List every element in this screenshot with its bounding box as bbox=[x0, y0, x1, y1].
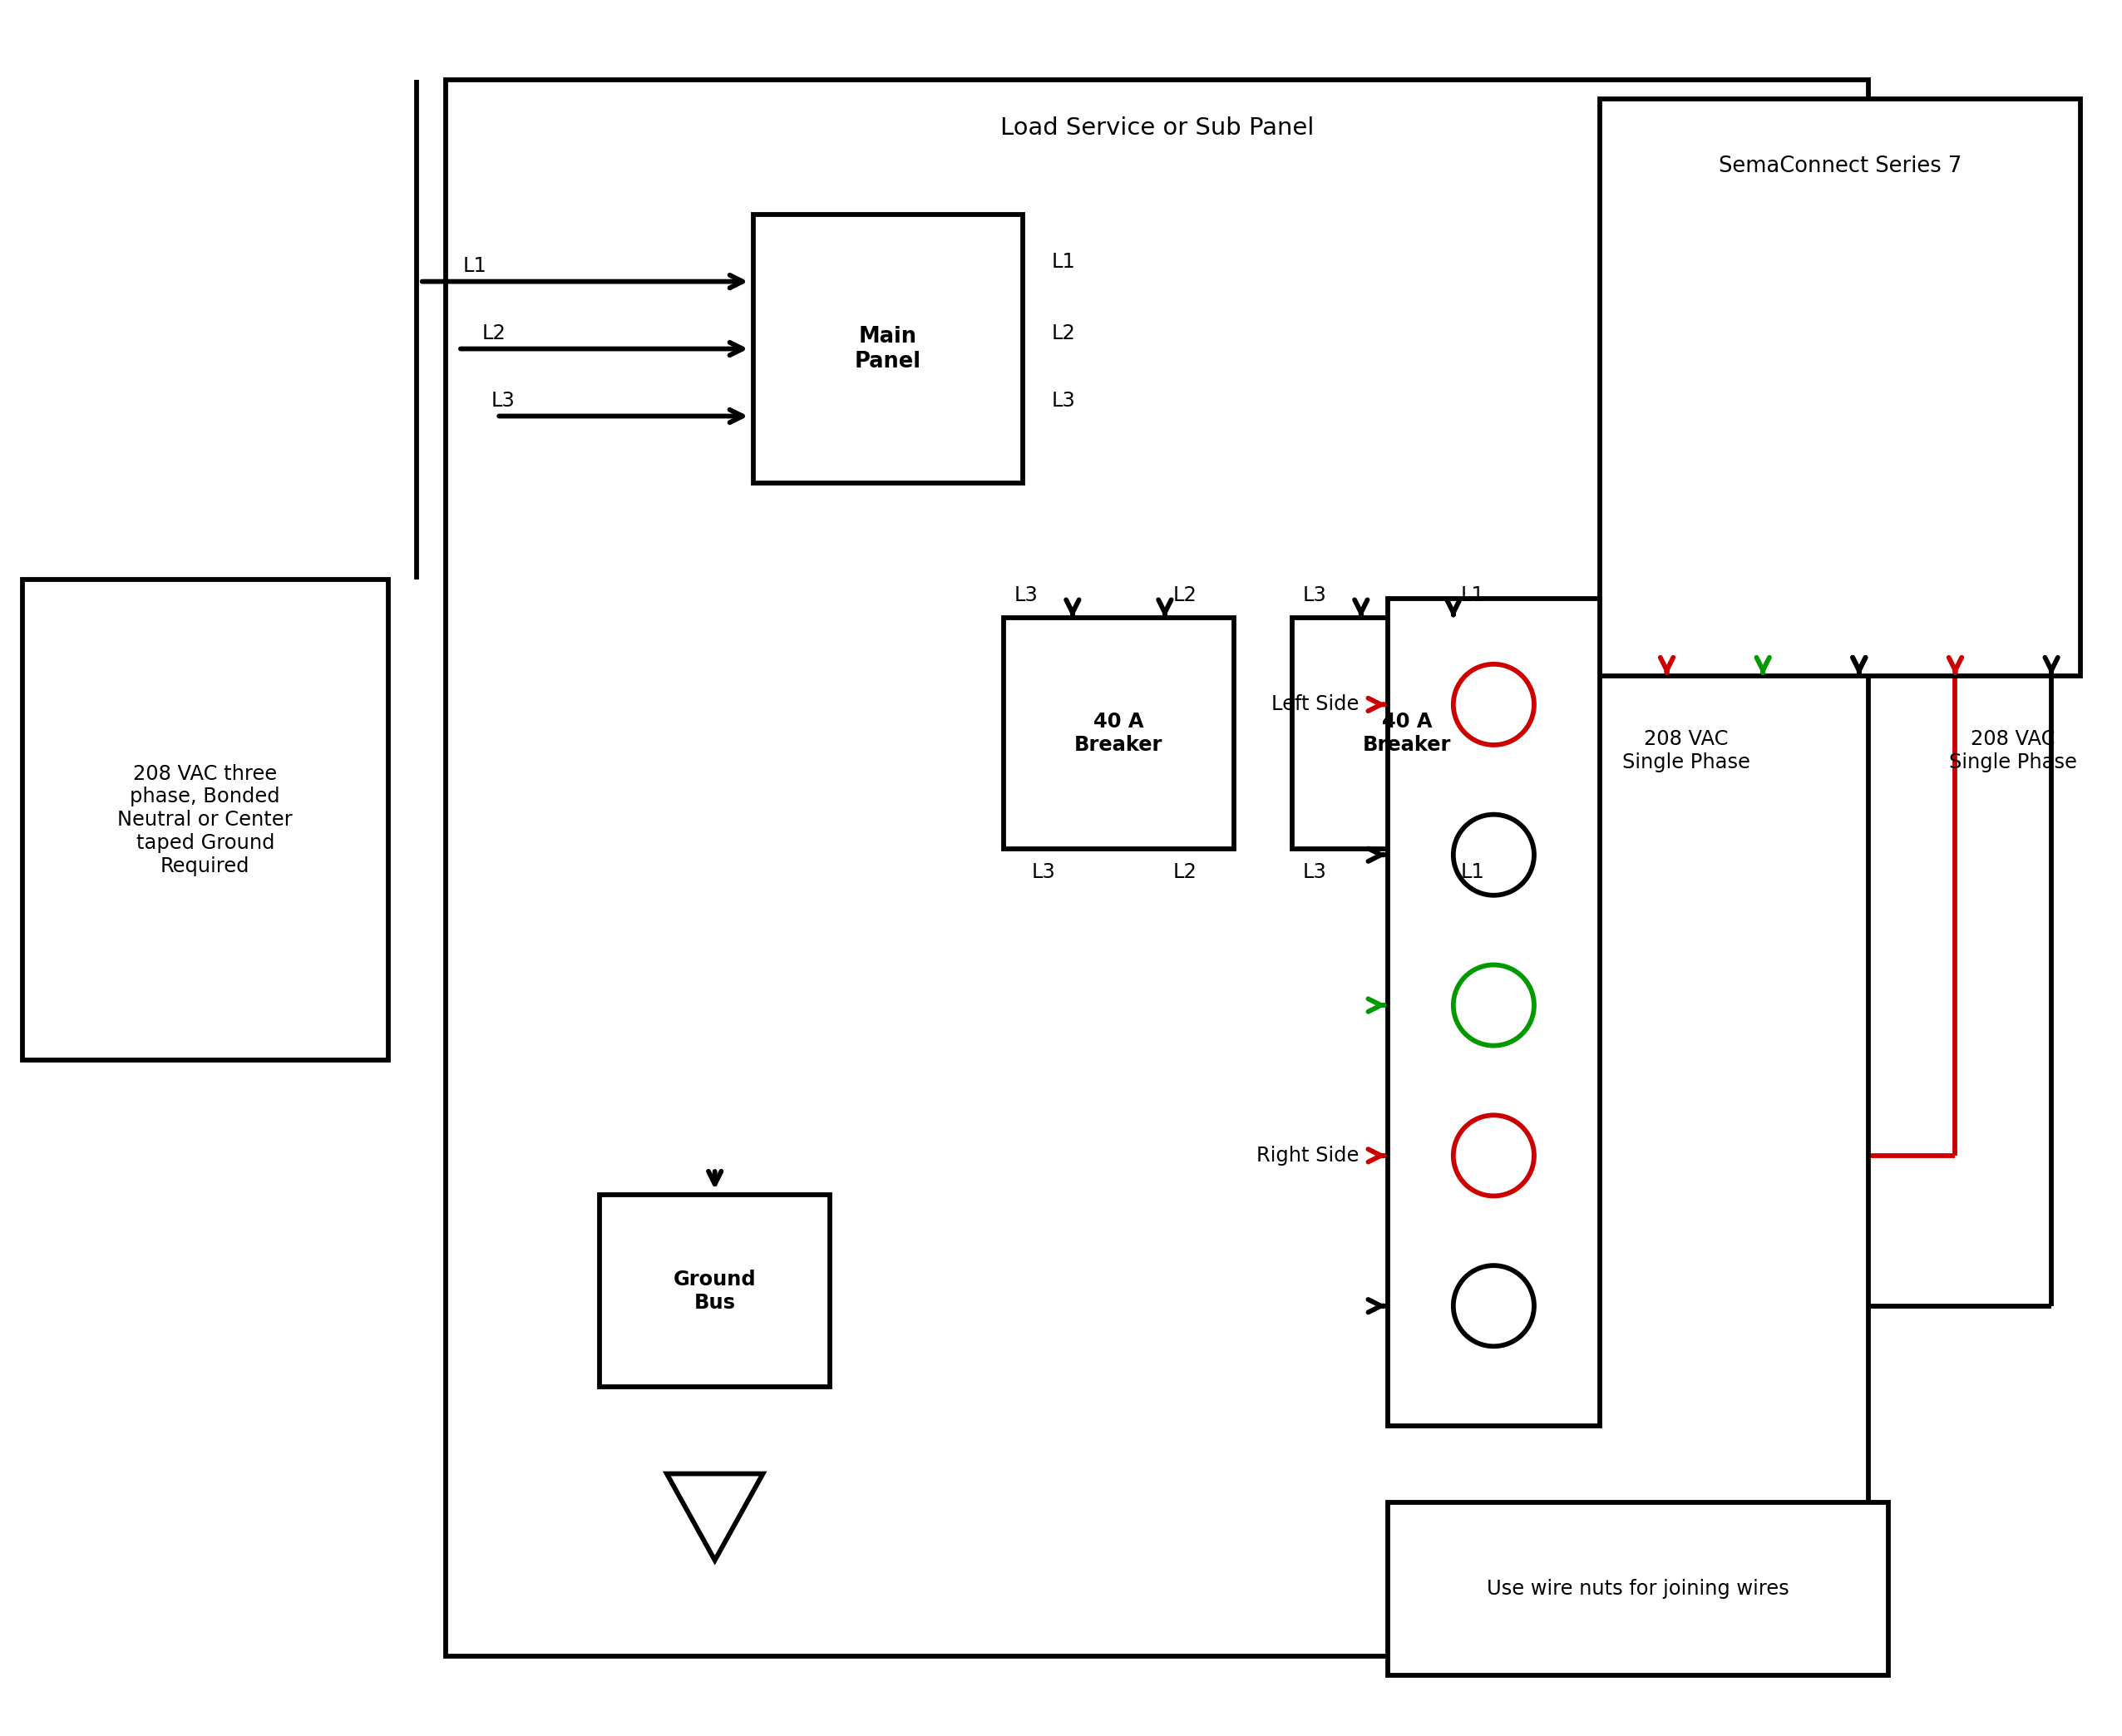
Bar bbox=[598, 1194, 830, 1387]
Text: L3: L3 bbox=[1303, 585, 1326, 604]
Bar bbox=[1388, 1503, 1889, 1675]
Text: L1: L1 bbox=[1462, 585, 1485, 604]
Circle shape bbox=[1454, 965, 1534, 1045]
Text: Left Side: Left Side bbox=[1271, 694, 1358, 715]
Text: 208 VAC
Single Phase: 208 VAC Single Phase bbox=[1948, 729, 2077, 773]
Bar bbox=[1388, 599, 1600, 1425]
Text: L3: L3 bbox=[1050, 391, 1076, 411]
Text: Load Service or Sub Panel: Load Service or Sub Panel bbox=[999, 116, 1314, 139]
Text: 208 VAC three
phase, Bonded
Neutral or Center
taped Ground
Required: 208 VAC three phase, Bonded Neutral or C… bbox=[117, 764, 293, 877]
Text: 40 A
Breaker: 40 A Breaker bbox=[1074, 712, 1163, 755]
Text: L1: L1 bbox=[1462, 861, 1485, 882]
Bar bbox=[1600, 99, 2080, 675]
Circle shape bbox=[1454, 1266, 1534, 1347]
Text: Use wire nuts for joining wires: Use wire nuts for joining wires bbox=[1488, 1580, 1789, 1599]
Text: L3: L3 bbox=[492, 391, 516, 411]
Circle shape bbox=[1454, 814, 1534, 896]
Text: L3: L3 bbox=[1303, 861, 1326, 882]
Bar bbox=[1292, 618, 1524, 849]
Text: Ground
Bus: Ground Bus bbox=[673, 1269, 755, 1312]
Text: Main
Panel: Main Panel bbox=[855, 326, 921, 372]
Text: L2: L2 bbox=[1173, 585, 1197, 604]
Text: L1: L1 bbox=[1050, 252, 1076, 273]
Bar bbox=[753, 214, 1023, 483]
Text: L3: L3 bbox=[1031, 861, 1055, 882]
Bar bbox=[1004, 618, 1235, 849]
Circle shape bbox=[1454, 1115, 1534, 1196]
Text: L2: L2 bbox=[1050, 323, 1076, 344]
Text: SemaConnect Series 7: SemaConnect Series 7 bbox=[1719, 155, 1961, 177]
Text: L2: L2 bbox=[1173, 861, 1197, 882]
Text: Right Side: Right Side bbox=[1256, 1146, 1358, 1165]
Text: 208 VAC
Single Phase: 208 VAC Single Phase bbox=[1621, 729, 1751, 773]
Bar bbox=[23, 580, 388, 1061]
Bar bbox=[446, 80, 1869, 1656]
Text: L3: L3 bbox=[1014, 585, 1038, 604]
Circle shape bbox=[1454, 665, 1534, 745]
Text: L2: L2 bbox=[482, 323, 505, 344]
Text: L1: L1 bbox=[463, 257, 486, 276]
Text: 40 A
Breaker: 40 A Breaker bbox=[1362, 712, 1451, 755]
